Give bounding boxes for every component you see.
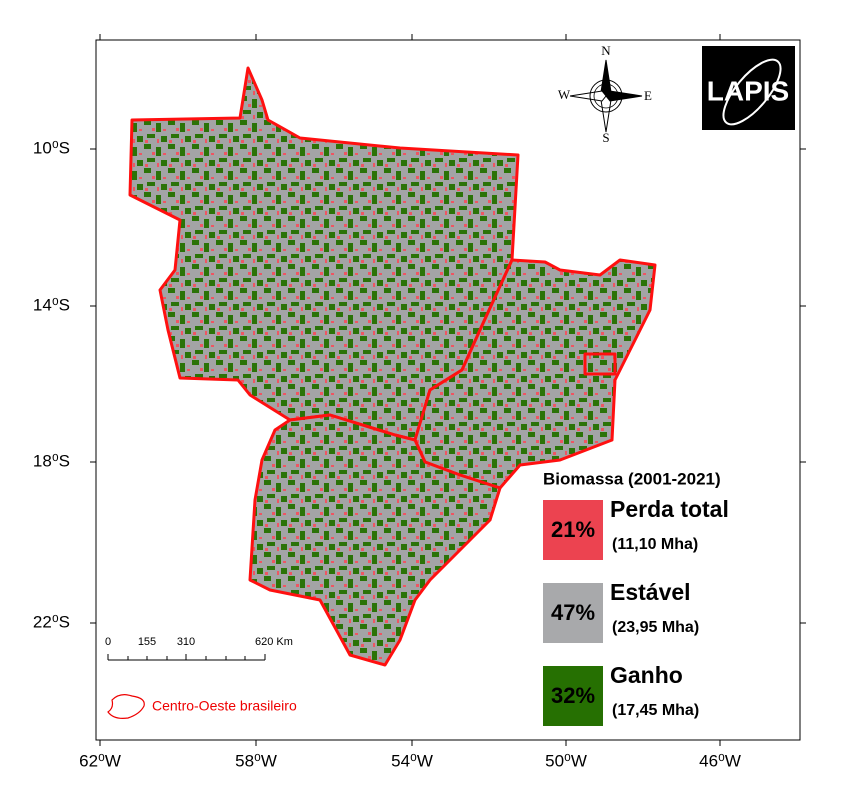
legend-swatch: [543, 500, 603, 560]
x-tick-label: 50⁰W: [545, 751, 587, 770]
scale-bar: 0 155 310 620 Km: [105, 636, 293, 661]
region-label: Centro-Oeste brasileiro: [152, 698, 297, 714]
y-tick-label: 22⁰S: [33, 612, 70, 631]
y-tick-label: 14⁰S: [33, 295, 70, 314]
y-ticks: 10⁰S 14⁰S 18⁰S 22⁰S: [33, 138, 806, 631]
x-tick-label: 62⁰W: [79, 751, 121, 770]
legend-area: (11,10 Mha): [612, 536, 698, 553]
compass-n: N: [601, 43, 611, 58]
y-tick-label: 18⁰S: [33, 451, 70, 470]
region-go: [413, 258, 657, 490]
y-tick-label: 10⁰S: [33, 138, 70, 157]
legend-label: Perda total: [610, 496, 729, 522]
x-tick-label: 46⁰W: [699, 751, 741, 770]
region-key: Centro-Oeste brasileiro: [107, 694, 297, 719]
region-df: [583, 352, 617, 376]
compass: N S W E: [558, 43, 652, 145]
legend-label: Ganho: [610, 662, 683, 688]
compass-e: E: [644, 88, 652, 103]
legend-title: Biomassa (2001-2021): [543, 469, 721, 488]
compass-w: W: [558, 87, 571, 102]
scale-label: 0: [105, 636, 111, 648]
scale-label: 155: [138, 636, 156, 648]
compass-s: S: [602, 130, 609, 145]
legend: 21% Perda total (11,10 Mha) 47% Estável (23,9…: [543, 496, 729, 726]
region-ms: [248, 413, 502, 667]
scale-label: 310: [177, 636, 195, 648]
legend-area: (23,95 Mha): [612, 619, 699, 636]
logo-text: LAPIS: [707, 75, 789, 106]
legend-label: Estável: [610, 579, 691, 605]
scale-label: 620 Km: [255, 636, 293, 648]
regions: [128, 66, 657, 667]
legend-swatch: [543, 583, 603, 643]
logo: LAPIS: [702, 46, 795, 130]
legend-swatch: [543, 666, 603, 726]
x-tick-label: 54⁰W: [391, 751, 433, 770]
legend-percent: 21%: [551, 517, 595, 542]
legend-percent: 47%: [551, 600, 595, 625]
x-ticks: 62⁰W 58⁰W 54⁰W 50⁰W 46⁰W: [79, 34, 741, 770]
x-tick-label: 58⁰W: [235, 751, 277, 770]
legend-area: (17,45 Mha): [612, 702, 699, 719]
legend-percent: 32%: [551, 683, 595, 708]
